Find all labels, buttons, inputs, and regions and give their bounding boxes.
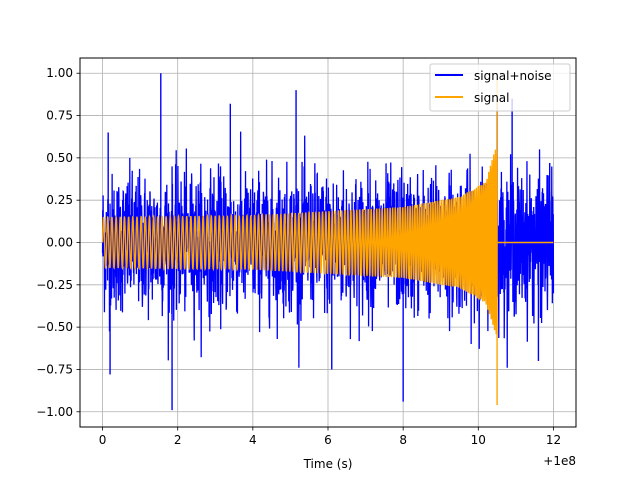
x-tick-label: 4 — [249, 433, 257, 447]
x-tick-label: 2 — [174, 433, 182, 447]
legend-box — [429, 63, 571, 112]
plot-area: 0 2 4 6 8 10 12 −1.00 −0.75 −0.50 −0.25 0.00 0.25 0.… — [36, 57, 577, 447]
y-tick-label: 0.75 — [46, 109, 73, 123]
y-tick-label: 1.00 — [46, 66, 73, 80]
legend: signal+noise signal — [429, 63, 571, 112]
legend-label-signal-noise: signal+noise — [474, 69, 551, 83]
x-tick-label: 10 — [471, 433, 486, 447]
y-tick-label: 0.25 — [46, 193, 73, 207]
y-tick-label: −0.50 — [36, 320, 73, 334]
x-tick-label: 12 — [546, 433, 561, 447]
x-tick-label: 6 — [324, 433, 332, 447]
x-tick-label: 8 — [399, 433, 407, 447]
y-tick-label: −0.25 — [36, 278, 73, 292]
x-tick-label: 0 — [99, 433, 107, 447]
legend-label-signal: signal — [474, 91, 510, 105]
y-axis-ticks: −1.00 −0.75 −0.50 −0.25 0.00 0.25 0.50 0.75 1.00 — [36, 66, 80, 419]
y-tick-label: 0.00 — [46, 236, 73, 250]
y-tick-label: −1.00 — [36, 405, 73, 419]
series-layer — [101, 73, 555, 411]
x-offset-label: +1e8 — [543, 454, 576, 468]
x-axis-ticks: 0 2 4 6 8 10 12 — [99, 427, 561, 447]
x-axis-label: Time (s) — [303, 457, 353, 471]
y-tick-label: −0.75 — [36, 362, 73, 376]
series-signal-line — [101, 78, 554, 405]
y-tick-label: 0.50 — [46, 151, 73, 165]
